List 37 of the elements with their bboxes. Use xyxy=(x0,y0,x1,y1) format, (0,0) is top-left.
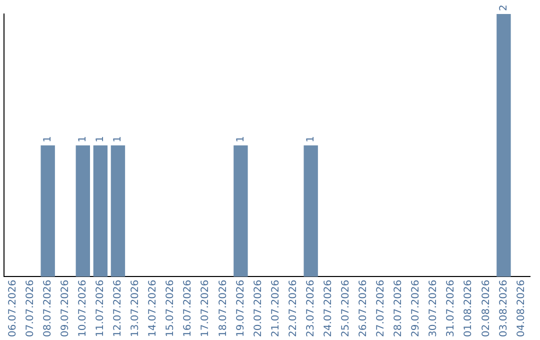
x-tick-label: 07.07.2026 xyxy=(24,280,36,338)
data-label: 1 xyxy=(305,136,316,142)
data-label: 1 xyxy=(235,136,246,142)
x-tick-label: 25.07.2026 xyxy=(340,280,352,338)
x-tick-label: 15.07.2026 xyxy=(165,280,176,338)
x-tick-label: 20.07.2026 xyxy=(252,280,264,338)
x-tick-label: 12.07.2026 xyxy=(112,280,124,338)
x-tick-label: 04.08.2026 xyxy=(516,280,527,338)
x-tick-label: 01.08.2026 xyxy=(463,280,474,338)
x-tick-label: 29.07.2026 xyxy=(410,280,422,338)
x-tick-label: 18.07.2026 xyxy=(218,280,229,338)
data-label: 1 xyxy=(42,136,54,142)
x-tick-label: 08.07.2026 xyxy=(42,280,54,338)
x-tick-label: 30.07.2026 xyxy=(428,280,440,338)
x-tick-label: 24.07.2026 xyxy=(322,280,334,338)
x-tick-label: 09.07.2026 xyxy=(60,280,71,338)
x-tick-label: 22.07.2026 xyxy=(288,280,299,338)
x-tick-label: 17.07.2026 xyxy=(200,280,212,338)
x-tick-label: 02.08.2026 xyxy=(480,280,492,338)
x-tick-label: 14.07.2026 xyxy=(148,280,159,338)
x-tick-label: 27.07.2026 xyxy=(376,280,387,338)
x-tick-label: 06.07.2026 xyxy=(7,280,18,338)
data-label: 1 xyxy=(95,136,106,142)
x-tick-label: 28.07.2026 xyxy=(393,280,404,338)
data-label: 1 xyxy=(77,136,88,142)
x-tick-label: 31.07.2026 xyxy=(446,280,457,338)
x-tick-label: 16.07.2026 xyxy=(182,280,194,338)
x-tick-label: 19.07.2026 xyxy=(235,280,246,338)
data-label: 1 xyxy=(112,136,124,142)
x-tick-label: 11.07.2026 xyxy=(95,280,106,338)
x-tick-label: 03.08.2026 xyxy=(498,280,510,338)
x-tick-label: 13.07.2026 xyxy=(130,280,142,338)
x-tick-label: 26.07.2026 xyxy=(358,280,370,338)
x-tick-label: 21.07.2026 xyxy=(270,280,282,338)
x-tick-label: 10.07.2026 xyxy=(77,280,88,338)
x-tick-label: 23.07.2026 xyxy=(305,280,316,338)
data-label: 2 xyxy=(498,4,510,11)
